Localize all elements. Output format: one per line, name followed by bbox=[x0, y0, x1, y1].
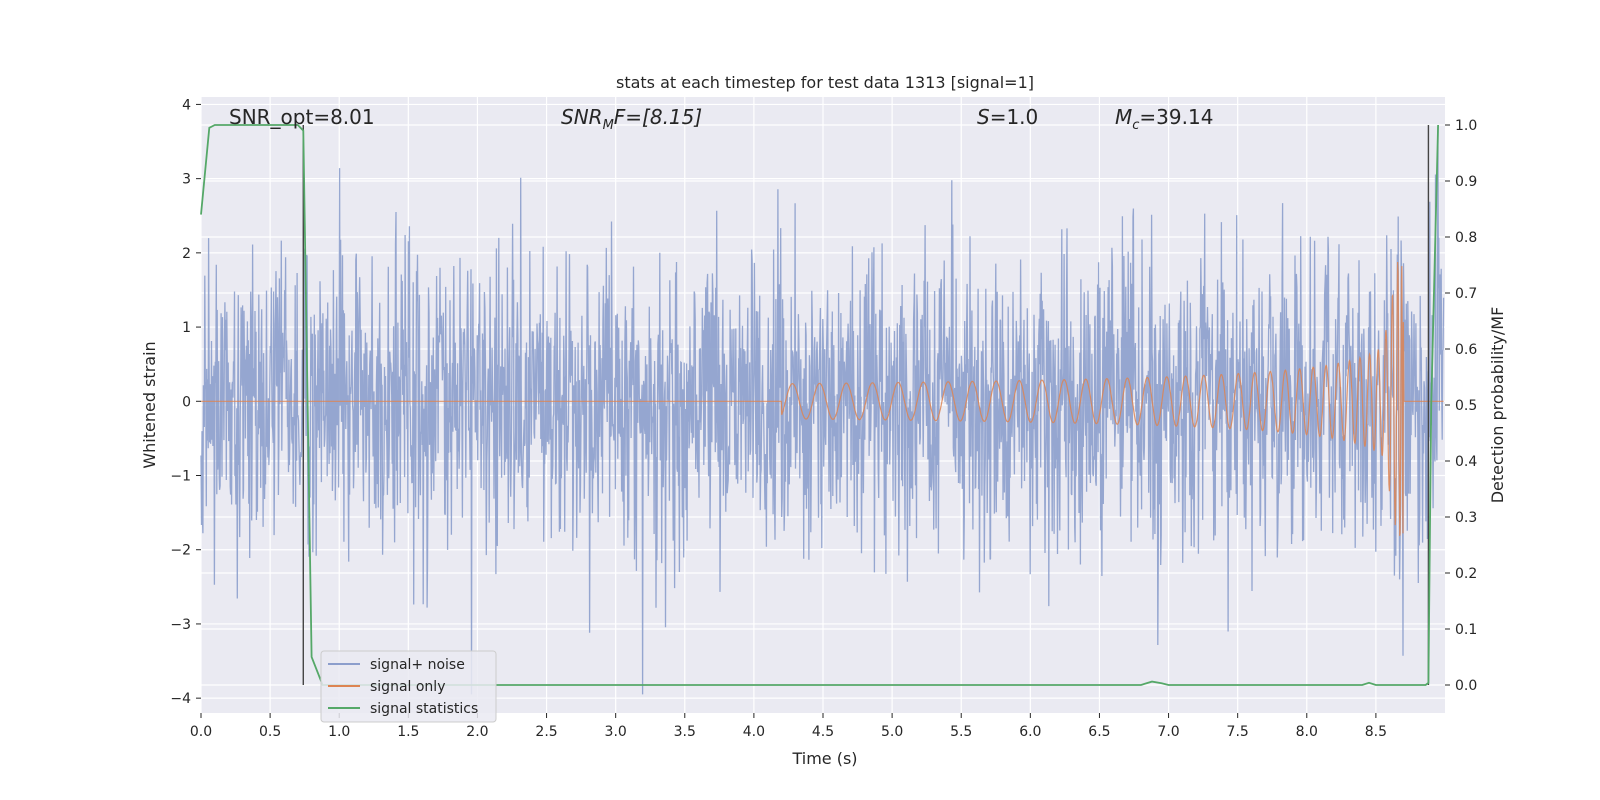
y-tick-label: −2 bbox=[170, 543, 191, 559]
signal-only-line bbox=[201, 262, 1444, 536]
x-tick-label: 1.5 bbox=[397, 724, 419, 740]
y2-tick-label: 1.0 bbox=[1455, 118, 1477, 134]
y-tick-label: −1 bbox=[170, 469, 191, 485]
x-tick-label: 2.0 bbox=[466, 724, 488, 740]
x-tick-label: 5.0 bbox=[881, 724, 903, 740]
y-tick-label: 3 bbox=[182, 172, 191, 188]
x-tick-label: 8.5 bbox=[1365, 724, 1387, 740]
y-tick-label: −4 bbox=[170, 691, 191, 707]
y-tick-label: 0 bbox=[182, 394, 191, 410]
y2-tick-label: 0.6 bbox=[1455, 342, 1477, 358]
y-tick-label: −3 bbox=[170, 617, 191, 633]
y2-tick-label: 0.0 bbox=[1455, 678, 1477, 694]
x-tick-label: 5.5 bbox=[950, 724, 972, 740]
x-tick-label: 7.5 bbox=[1227, 724, 1249, 740]
s-rest: =1.0 bbox=[990, 105, 1039, 129]
x-axis-ticks: 0.0 0.5 1.0 1.5 2.0 2.5 3.0 3.5 4.0 4.5 5.0 5.5 6.0 6… bbox=[190, 713, 1387, 740]
x-tick-label: 4.0 bbox=[743, 724, 765, 740]
snr-mf-rest: F=[8.15] bbox=[614, 105, 702, 129]
x-tick-label: 3.5 bbox=[674, 724, 696, 740]
s-var: S bbox=[977, 105, 990, 129]
y2-tick-label: 0.9 bbox=[1455, 174, 1477, 190]
y2-tick-label: 0.8 bbox=[1455, 230, 1477, 246]
y2-tick-label: 0.3 bbox=[1455, 510, 1477, 526]
series-signal-noise bbox=[200, 126, 1445, 695]
x-tick-label: 2.5 bbox=[535, 724, 557, 740]
y2-tick-label: 0.1 bbox=[1455, 622, 1477, 638]
y2-axis-label: Detection probability/MF bbox=[1488, 307, 1507, 504]
y-axis-ticks: −4 −3 −2 −1 0 1 2 3 4 bbox=[170, 97, 201, 707]
legend-label-signal-only: signal only bbox=[370, 679, 445, 695]
y-tick-label: 2 bbox=[182, 246, 191, 262]
x-tick-label: 4.5 bbox=[812, 724, 834, 740]
legend-box bbox=[320, 650, 497, 723]
annotation-s: S=1.0 bbox=[977, 105, 1038, 129]
series-signal-statistics bbox=[200, 124, 1439, 686]
legend-label-signal-statistics: signal statistics bbox=[370, 701, 478, 717]
x-tick-label: 7.0 bbox=[1157, 724, 1179, 740]
x-axis-label: Time (s) bbox=[791, 749, 857, 768]
snr-mf-base: SNR bbox=[561, 105, 603, 129]
y2-tick-label: 0.4 bbox=[1455, 454, 1477, 470]
mc-base: M bbox=[1115, 105, 1132, 129]
x-tick-label: 6.0 bbox=[1019, 724, 1041, 740]
legend-label-signal-noise: signal+ noise bbox=[370, 657, 465, 673]
y2-tick-label: 0.5 bbox=[1455, 398, 1477, 414]
signal-statistics-line bbox=[200, 124, 1439, 686]
annotation-snr-mf: SNRMF=[8.15] bbox=[561, 105, 702, 133]
vertical-markers bbox=[302, 125, 1430, 685]
mc-subscript: c bbox=[1132, 118, 1139, 133]
series-signal-only bbox=[201, 262, 1444, 536]
x-tick-label: 0.0 bbox=[190, 724, 212, 740]
y2-tick-label: 0.7 bbox=[1455, 286, 1477, 302]
legend: signal+ noise signal only signal statist… bbox=[320, 650, 497, 723]
x-tick-label: 0.5 bbox=[259, 724, 281, 740]
annotation-mc: Mc=39.14 bbox=[1115, 105, 1213, 133]
x-tick-label: 8.0 bbox=[1296, 724, 1318, 740]
x-tick-label: 6.5 bbox=[1088, 724, 1110, 740]
chart-title: stats at each timestep for test data 131… bbox=[616, 73, 1034, 92]
signal-noise-line bbox=[200, 126, 1445, 695]
y-tick-label: 1 bbox=[182, 320, 191, 336]
y-axis-label: Whitened strain bbox=[140, 341, 159, 468]
y2-axis-ticks: 0.0 0.1 0.2 0.3 0.4 0.5 0.6 0.7 0.8 0.9 1.0 bbox=[1445, 118, 1477, 694]
annotation-snr-opt: SNR_opt=8.01 bbox=[229, 105, 375, 129]
y2-tick-label: 0.2 bbox=[1455, 566, 1477, 582]
x-tick-label: 3.0 bbox=[605, 724, 627, 740]
x-tick-label: 1.0 bbox=[328, 724, 350, 740]
mc-rest: =39.14 bbox=[1139, 105, 1213, 129]
y-tick-label: 4 bbox=[182, 97, 191, 113]
snr-mf-subscript: M bbox=[603, 118, 614, 133]
